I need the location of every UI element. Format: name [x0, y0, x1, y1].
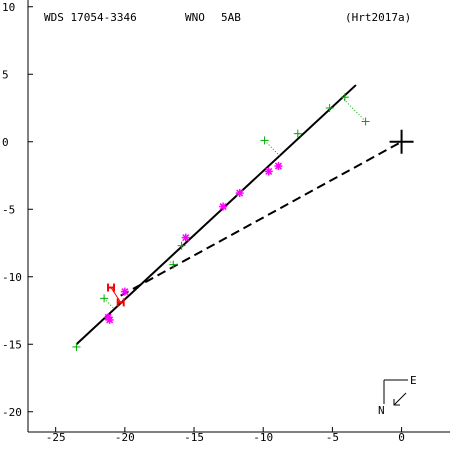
green-plus-point: [169, 260, 178, 269]
star-marker-d2: [274, 162, 282, 170]
wds-label: WDS 17054-3346: [44, 11, 137, 24]
red-h-point: [116, 298, 125, 307]
magenta-star-point: [120, 287, 129, 296]
magenta-star-point: [105, 315, 114, 324]
x-tick-label: 0: [398, 431, 405, 444]
red-h-point: [107, 283, 116, 292]
x-tick-label: -25: [46, 431, 66, 444]
green-plus-point: [72, 342, 81, 351]
star-marker-d2: [121, 288, 129, 296]
y-axis-ticks: -20 -15 -10 -5 0 5 10: [2, 1, 33, 419]
green-plus-point: [100, 294, 109, 303]
compass-motion-arrow: [393, 392, 407, 406]
x-tick-label: -15: [184, 431, 204, 444]
magenta-star-point: [235, 189, 244, 198]
star-marker-d2: [106, 316, 114, 324]
y-tick-label: 0: [2, 136, 9, 149]
green-plus-point: [293, 129, 302, 138]
y-tick-label: -5: [2, 203, 15, 216]
primary-star-marker: [389, 129, 414, 154]
residual-line: [341, 97, 366, 122]
magenta-star-point: [264, 167, 273, 176]
pair-label: 5AB: [221, 11, 241, 24]
green-plus-point: [260, 136, 269, 145]
reference-label: (Hrt2017a): [345, 11, 411, 24]
magenta-star-point: [274, 162, 283, 171]
green-plus-point: [340, 93, 349, 102]
compass: E N: [378, 374, 417, 417]
star-marker-d2: [265, 167, 273, 175]
magenta-star-point: [181, 233, 190, 242]
star-marker-d2: [219, 203, 227, 211]
y-tick-label: -20: [2, 406, 22, 419]
magenta-star-point: [219, 202, 228, 211]
residual-line: [103, 298, 115, 310]
y-tick-label: -10: [2, 271, 22, 284]
line-of-nodes: [120, 140, 403, 297]
red-h-connector: [110, 287, 122, 303]
x-tick-label: -20: [115, 431, 135, 444]
residual-line: [264, 140, 280, 157]
green-plus-point: [325, 104, 334, 112]
axes-frame: [27, 0, 450, 433]
compass-north-label: N: [378, 404, 385, 417]
y-tick-label: 5: [2, 68, 9, 81]
x-axis-ticks: -25 -20 -15 -10 -5 0: [46, 427, 405, 444]
y-tick-label: 10: [2, 1, 15, 14]
compass-arrowhead-icon: [393, 399, 400, 406]
compass-east-label: E: [410, 374, 417, 387]
x-tick-label: -5: [326, 431, 339, 444]
data-points: [72, 93, 370, 351]
star-marker-d2: [182, 234, 190, 242]
y-tick-label: -15: [2, 338, 22, 351]
discoverer-label: WNO: [185, 11, 205, 24]
green-plus-point: [361, 117, 370, 126]
residual-line: [167, 258, 174, 265]
green-plus-point: [177, 241, 186, 250]
x-tick-label: -10: [253, 431, 273, 444]
star-marker-d2: [236, 189, 244, 197]
